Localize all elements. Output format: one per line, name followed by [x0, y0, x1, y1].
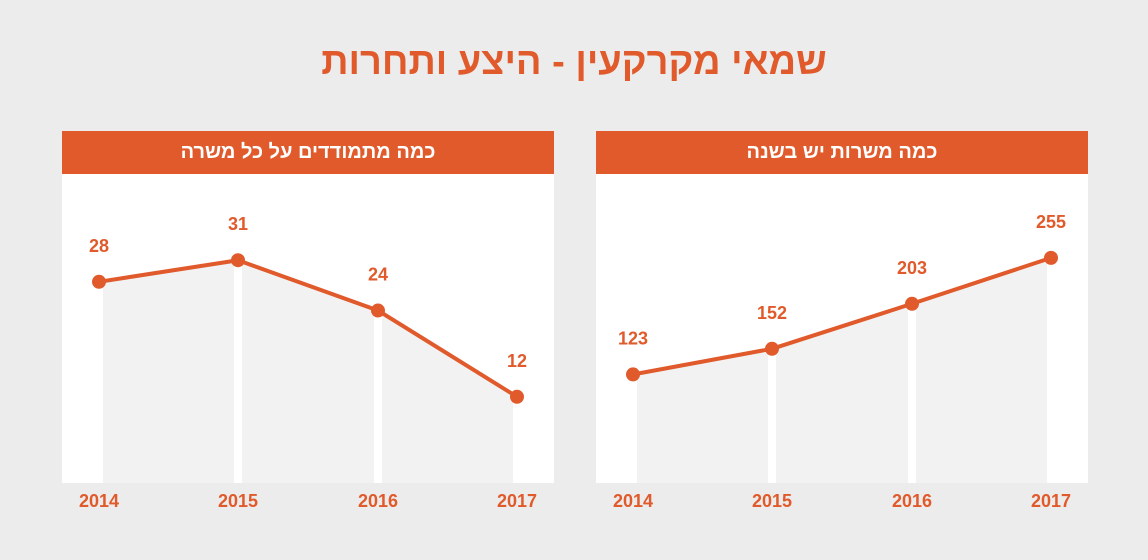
category-guide	[374, 310, 382, 483]
data-label: 203	[897, 258, 927, 278]
data-point	[626, 367, 640, 382]
x-tick-label: 2014	[612, 491, 654, 511]
series-area	[99, 260, 517, 483]
category-guide	[234, 260, 242, 483]
x-tick-label: 2017	[496, 491, 538, 511]
data-label: 31	[228, 214, 248, 234]
data-point	[905, 296, 919, 311]
line-chart-svg: 28 31 24 12	[89, 214, 527, 483]
chart-competitors-per-job: כמה מתמודדים על כל משרה 28 31 24 12	[62, 131, 554, 483]
plot-area: 123 152 203 255	[596, 174, 1088, 483]
data-point	[92, 274, 106, 289]
x-tick-label: 2014	[78, 491, 120, 511]
category-guide	[768, 348, 776, 483]
x-tick-label: 2016	[891, 491, 933, 511]
category-guide	[1047, 257, 1055, 483]
page-title: שמאי מקרקעין - היצע ותחרות	[321, 41, 827, 83]
series-area	[633, 257, 1051, 483]
data-point	[1044, 250, 1058, 265]
data-label: 24	[368, 265, 388, 285]
x-tick-label: 2015	[751, 491, 793, 511]
data-point	[510, 389, 524, 404]
category-guide	[629, 374, 637, 483]
category-guide	[908, 303, 916, 483]
chart-title: כמה מתמודדים על כל משרה	[62, 131, 554, 174]
category-guide	[95, 281, 103, 483]
series-line	[98, 258, 519, 399]
x-tick-label: 2017	[1030, 491, 1072, 511]
data-point	[371, 303, 385, 318]
data-label: 12	[507, 351, 527, 371]
x-tick-label: 2015	[217, 491, 259, 511]
data-label: 255	[1036, 212, 1066, 232]
chart-jobs-per-year: כמה משרות יש בשנה 123 152 203 255	[596, 131, 1088, 483]
data-label: 123	[618, 328, 648, 348]
category-guide	[513, 396, 521, 483]
plot-area: 28 31 24 12	[62, 174, 554, 483]
data-label: 28	[89, 236, 109, 256]
data-point	[765, 341, 779, 356]
series-line	[632, 255, 1052, 377]
data-point	[231, 253, 245, 268]
data-label: 152	[757, 303, 787, 323]
chart-title: כמה משרות יש בשנה	[596, 131, 1088, 174]
line-chart-svg: 123 152 203 255	[618, 212, 1066, 483]
x-tick-label: 2016	[357, 491, 399, 511]
